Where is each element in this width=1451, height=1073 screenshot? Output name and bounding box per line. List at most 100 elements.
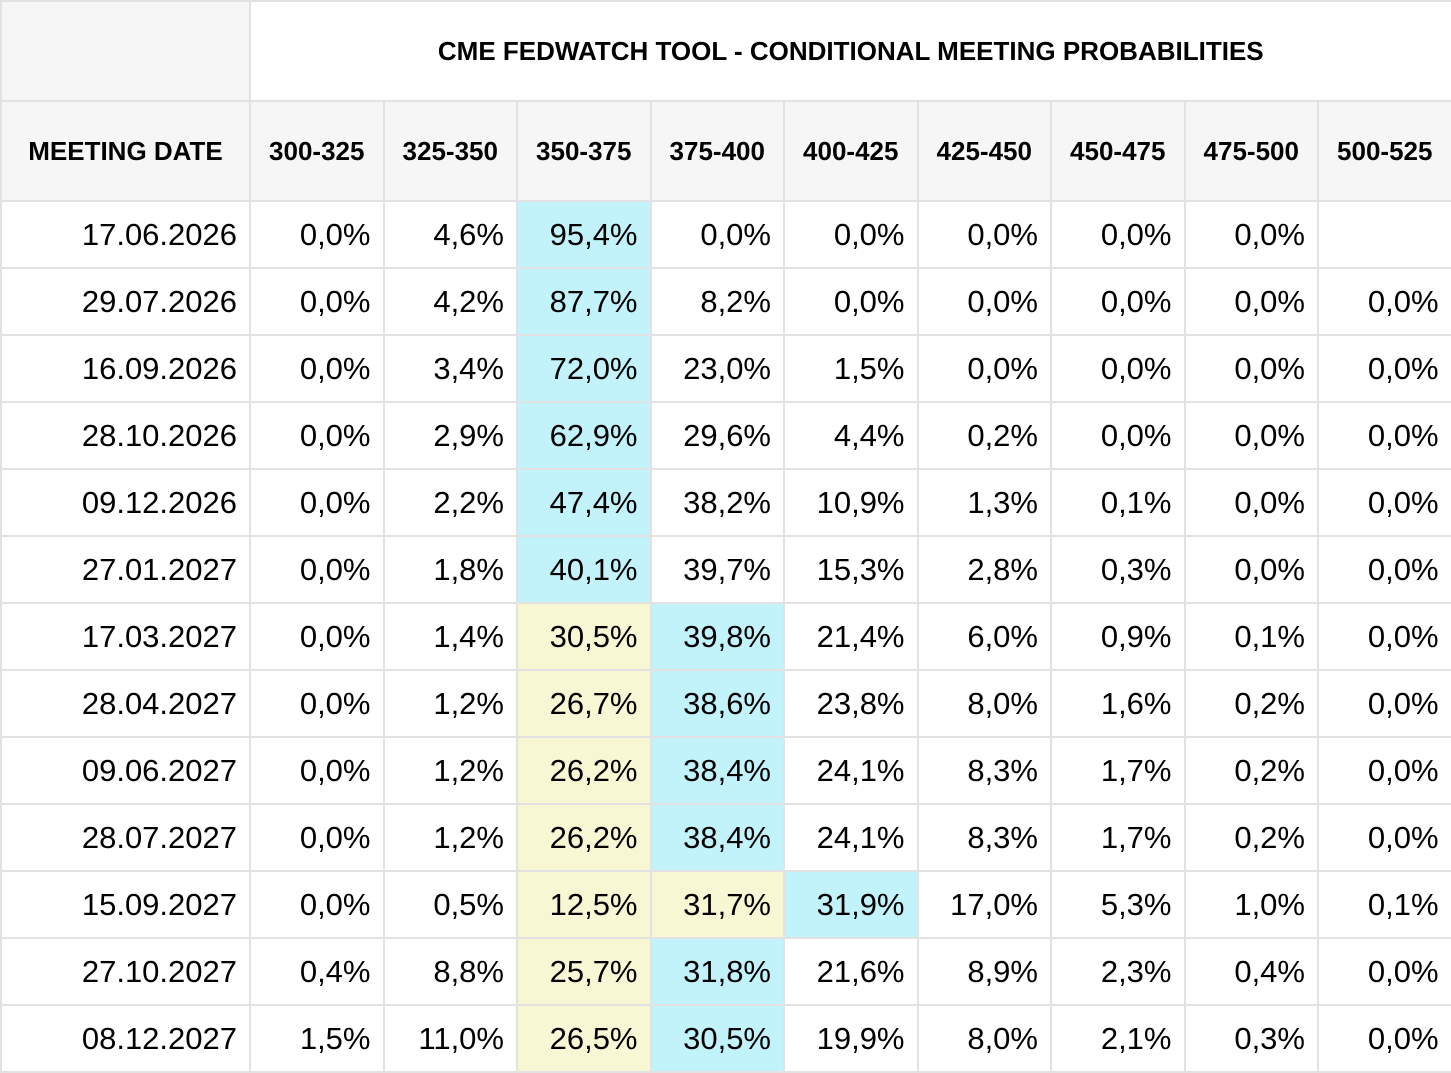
meeting-date-cell: 27.10.2027	[0, 937, 251, 1006]
probability-cell: 6,0%	[916, 602, 1052, 671]
probability-cell: 3,4%	[382, 334, 518, 403]
probability-cell: 0,1%	[1050, 468, 1186, 537]
probability-cell: 1,7%	[1050, 803, 1186, 872]
probability-cell: 1,2%	[382, 803, 518, 872]
column-header-range-350-375: 350-375	[516, 100, 652, 202]
table-row: 29.07.2026 0,0% 4,2% 87,7% 8,2% 0,0% 0,0% 0,0% 0…	[0, 267, 1451, 336]
meeting-date-cell: 28.10.2026	[0, 401, 251, 470]
probability-cell: 0,9%	[1050, 602, 1186, 671]
probability-cell: 1,5%	[249, 1004, 385, 1073]
table-row: 27.10.2027 0,4% 8,8% 25,7% 31,8% 21,6% 8,9% 2,3…	[0, 937, 1451, 1006]
probability-cell: 8,9%	[916, 937, 1052, 1006]
probability-cell: 72,0%	[516, 334, 652, 403]
probability-cell	[1317, 200, 1451, 269]
header-row: MEETING DATE 300-325 325-350 350-375 375-40…	[0, 100, 1451, 202]
probability-cell: 1,5%	[783, 334, 919, 403]
probability-cell: 0,0%	[1183, 334, 1319, 403]
meeting-date-cell: 16.09.2026	[0, 334, 251, 403]
probability-cell: 4,4%	[783, 401, 919, 470]
probability-cell: 26,5%	[516, 1004, 652, 1073]
probability-cell: 0,0%	[249, 267, 385, 336]
table-row: 28.04.2027 0,0% 1,2% 26,7% 38,6% 23,8% 8,0% 1,6…	[0, 669, 1451, 738]
column-header-range-400-425: 400-425	[783, 100, 919, 202]
probability-cell: 0,0%	[249, 468, 385, 537]
probability-cell: 0,2%	[1183, 736, 1319, 805]
column-header-range-450-475: 450-475	[1050, 100, 1186, 202]
probability-cell: 17,0%	[916, 870, 1052, 939]
probability-cell: 95,4%	[516, 200, 652, 269]
meeting-date-cell: 28.07.2027	[0, 803, 251, 872]
probability-cell: 0,0%	[1317, 334, 1451, 403]
probability-cell: 0,2%	[1183, 669, 1319, 738]
probability-cell: 25,7%	[516, 937, 652, 1006]
probability-cell: 0,0%	[249, 401, 385, 470]
probability-cell: 0,0%	[1183, 468, 1319, 537]
meeting-date-cell: 08.12.2027	[0, 1004, 251, 1073]
table-row: 09.12.2026 0,0% 2,2% 47,4% 38,2% 10,9% 1,3% 0,1…	[0, 468, 1451, 537]
probability-cell: 26,2%	[516, 803, 652, 872]
probability-cell: 21,4%	[783, 602, 919, 671]
probability-cell: 0,2%	[916, 401, 1052, 470]
probability-cell: 0,0%	[1317, 669, 1451, 738]
probability-cell: 0,5%	[382, 870, 518, 939]
probability-cell: 0,0%	[783, 200, 919, 269]
probability-cell: 0,0%	[249, 870, 385, 939]
probability-cell: 31,7%	[649, 870, 785, 939]
table-row: 28.10.2026 0,0% 2,9% 62,9% 29,6% 4,4% 0,2% 0,0%…	[0, 401, 1451, 470]
probability-cell: 2,2%	[382, 468, 518, 537]
probability-cell: 0,0%	[1183, 200, 1319, 269]
probability-cell: 0,0%	[1317, 401, 1451, 470]
meeting-date-cell: 15.09.2027	[0, 870, 251, 939]
table-row: 09.06.2027 0,0% 1,2% 26,2% 38,4% 24,1% 8,3% 1,7…	[0, 736, 1451, 805]
meeting-date-cell: 17.06.2026	[0, 200, 251, 269]
table-body: 17.06.2026 0,0% 4,6% 95,4% 0,0% 0,0% 0,0% 0,0% 0…	[0, 200, 1451, 1073]
meeting-date-cell: 09.12.2026	[0, 468, 251, 537]
probability-cell: 4,6%	[382, 200, 518, 269]
probability-cell: 38,6%	[649, 669, 785, 738]
probability-cell: 30,5%	[516, 602, 652, 671]
probability-cell: 0,0%	[249, 200, 385, 269]
probability-cell: 0,0%	[249, 334, 385, 403]
probability-cell: 0,3%	[1050, 535, 1186, 604]
probability-cell: 0,0%	[916, 200, 1052, 269]
probability-cell: 1,4%	[382, 602, 518, 671]
probability-cell: 0,0%	[1050, 200, 1186, 269]
probability-cell: 4,2%	[382, 267, 518, 336]
probability-cell: 0,0%	[249, 669, 385, 738]
probability-cell: 0,2%	[1183, 803, 1319, 872]
probability-cell: 0,0%	[916, 267, 1052, 336]
probability-cell: 11,0%	[382, 1004, 518, 1073]
probability-cell: 2,1%	[1050, 1004, 1186, 1073]
probability-cell: 19,9%	[783, 1004, 919, 1073]
probability-cell: 8,2%	[649, 267, 785, 336]
probability-cell: 0,0%	[1183, 401, 1319, 470]
probability-cell: 8,3%	[916, 803, 1052, 872]
probability-cell: 1,2%	[382, 736, 518, 805]
probability-cell: 39,7%	[649, 535, 785, 604]
probability-cell: 0,4%	[1183, 937, 1319, 1006]
probability-cell: 47,4%	[516, 468, 652, 537]
probability-cell: 30,5%	[649, 1004, 785, 1073]
probability-cell: 0,0%	[1317, 736, 1451, 805]
column-header-meeting-date: MEETING DATE	[0, 100, 251, 202]
probability-cell: 38,2%	[649, 468, 785, 537]
probability-cell: 1,0%	[1183, 870, 1319, 939]
probability-cell: 1,7%	[1050, 736, 1186, 805]
meeting-date-cell: 17.03.2027	[0, 602, 251, 671]
probability-cell: 1,2%	[382, 669, 518, 738]
probability-cell: 0,0%	[249, 803, 385, 872]
meeting-date-cell: 27.01.2027	[0, 535, 251, 604]
probability-cell: 24,1%	[783, 803, 919, 872]
probability-cell: 0,0%	[1183, 267, 1319, 336]
probability-cell: 23,8%	[783, 669, 919, 738]
table-row: 17.03.2027 0,0% 1,4% 30,5% 39,8% 21,4% 6,0% 0,9…	[0, 602, 1451, 671]
probability-cell: 38,4%	[649, 736, 785, 805]
column-header-range-375-400: 375-400	[649, 100, 785, 202]
column-header-range-475-500: 475-500	[1183, 100, 1319, 202]
probability-cell: 0,0%	[249, 535, 385, 604]
probability-cell: 2,8%	[916, 535, 1052, 604]
probability-cell: 26,2%	[516, 736, 652, 805]
column-header-range-325-350: 325-350	[382, 100, 518, 202]
probability-cell: 8,0%	[916, 669, 1052, 738]
probability-cell: 40,1%	[516, 535, 652, 604]
